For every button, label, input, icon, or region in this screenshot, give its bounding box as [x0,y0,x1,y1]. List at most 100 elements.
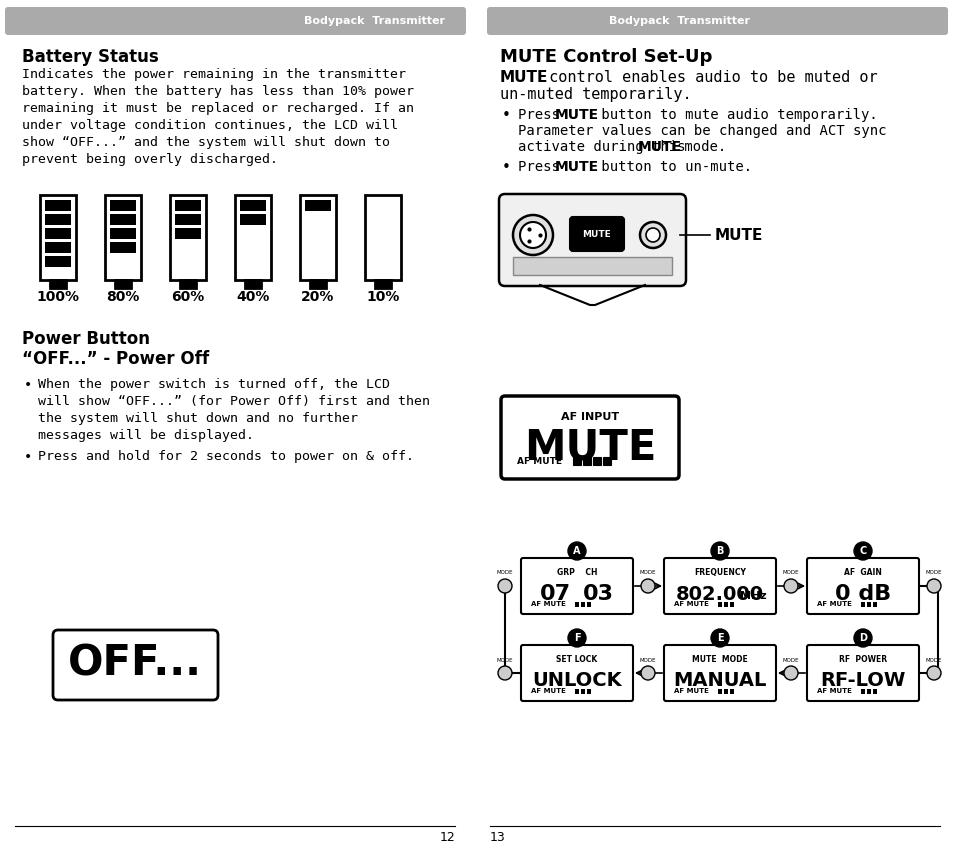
FancyBboxPatch shape [663,558,775,614]
Text: Indicates the power remaining in the transmitter: Indicates the power remaining in the tra… [22,68,406,81]
Text: 03: 03 [582,584,614,604]
Text: 60%: 60% [172,290,204,304]
Text: When the power switch is turned off, the LCD: When the power switch is turned off, the… [38,378,390,391]
Bar [115,280,131,288]
Bar [110,214,136,225]
Bar [180,280,195,288]
Bar [575,602,578,607]
Text: Power Button: Power Button [22,330,150,348]
Bar [45,256,71,267]
Bar [170,195,206,280]
Text: AF MUTE: AF MUTE [517,457,561,465]
FancyBboxPatch shape [486,7,947,35]
Circle shape [853,629,871,647]
Text: AF MUTE: AF MUTE [816,688,851,694]
Text: D: D [858,633,866,643]
Bar [105,195,141,280]
Bar [110,242,136,253]
Bar [723,689,727,694]
Bar [110,200,136,211]
Text: MUTE Control Set-Up: MUTE Control Set-Up [499,48,712,66]
Text: prevent being overly discharged.: prevent being overly discharged. [22,153,277,166]
Text: MUTE: MUTE [555,160,598,174]
Bar [40,195,76,280]
Text: 100%: 100% [36,290,79,304]
Bar [240,214,266,225]
Circle shape [519,222,545,248]
Text: E: E [716,633,722,643]
Circle shape [645,228,659,242]
Bar [174,200,201,211]
Text: AF INPUT: AF INPUT [560,412,618,422]
Bar [110,228,136,239]
Circle shape [639,222,665,248]
Bar [580,689,584,694]
Text: 10%: 10% [366,290,399,304]
Bar [718,689,721,694]
Text: 0 dB: 0 dB [834,584,890,604]
Text: FREQUENCY: FREQUENCY [694,568,745,577]
FancyBboxPatch shape [569,217,623,251]
Bar [375,280,391,288]
Text: AF  GAIN: AF GAIN [843,568,881,577]
Text: OFF...: OFF... [68,643,202,685]
FancyBboxPatch shape [5,7,465,35]
Text: MUTE: MUTE [714,228,762,243]
Text: under voltage condition continues, the LCD will: under voltage condition continues, the L… [22,119,397,132]
Text: C: C [859,546,865,556]
Text: button to mute audio temporarily.: button to mute audio temporarily. [593,108,877,122]
Text: MUTE: MUTE [499,70,548,85]
Bar [729,602,733,607]
Text: RF  POWER: RF POWER [838,655,886,664]
Text: RF-LOW: RF-LOW [820,672,904,690]
Circle shape [640,579,655,593]
Text: UNLOCK: UNLOCK [532,672,621,690]
Circle shape [783,666,797,680]
Bar [866,602,870,607]
Bar [45,200,71,211]
Bar [586,602,590,607]
Circle shape [926,579,940,593]
Text: MODE: MODE [924,571,942,576]
Bar [729,689,733,694]
Text: •: • [501,108,511,123]
Circle shape [497,666,512,680]
Text: MODE: MODE [781,571,799,576]
Bar [866,689,870,694]
FancyBboxPatch shape [520,558,633,614]
FancyBboxPatch shape [520,645,633,701]
Text: show “OFF...” and the system will shut down to: show “OFF...” and the system will shut d… [22,136,390,149]
Bar [365,195,400,280]
Text: B: B [716,546,723,556]
Text: 802.000: 802.000 [676,584,763,604]
Bar [299,195,335,280]
Text: AF MUTE: AF MUTE [673,601,708,607]
Bar [45,242,71,253]
Circle shape [567,542,585,560]
Text: •: • [24,378,32,392]
Text: MODE: MODE [781,657,799,662]
FancyBboxPatch shape [806,645,918,701]
Text: MUTE: MUTE [638,140,681,154]
Text: 40%: 40% [236,290,270,304]
Text: the system will shut down and no further: the system will shut down and no further [38,412,357,425]
Circle shape [710,629,728,647]
Text: AF MUTE: AF MUTE [531,601,565,607]
Text: AF MUTE: AF MUTE [531,688,565,694]
Text: MANUAL: MANUAL [673,672,766,690]
Bar [573,457,580,465]
Text: MHz: MHz [740,591,766,601]
Text: 80%: 80% [106,290,139,304]
Text: 12: 12 [438,831,455,844]
Text: F: F [573,633,579,643]
Bar [174,228,201,239]
Text: button to un-mute.: button to un-mute. [593,160,751,174]
Text: Battery Status: Battery Status [22,48,158,66]
Text: SET LOCK: SET LOCK [556,655,597,664]
Text: MUTE: MUTE [582,229,611,239]
Text: MODE: MODE [497,571,513,576]
Bar [305,200,331,211]
Text: MUTE: MUTE [523,426,656,469]
Bar [593,457,600,465]
Circle shape [853,542,871,560]
